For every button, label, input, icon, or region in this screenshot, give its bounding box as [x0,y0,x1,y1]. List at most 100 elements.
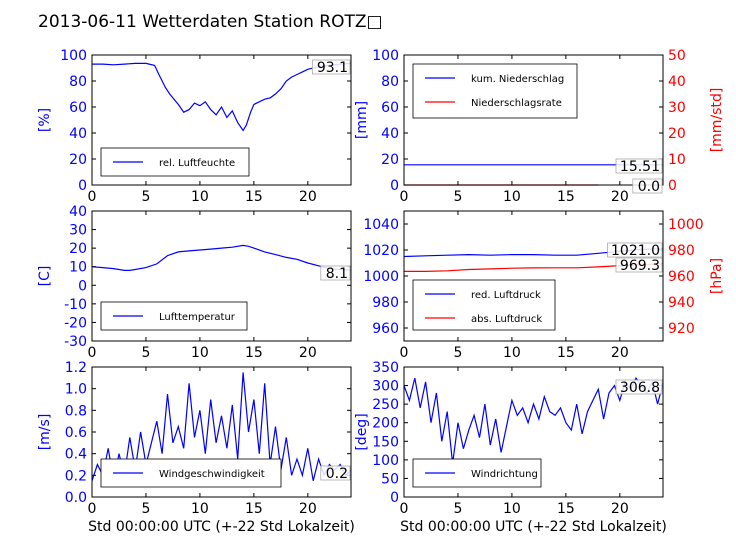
y-tick-label: 20 [69,152,87,168]
plot-frame [91,210,352,342]
y-tick-label: 100 [372,48,399,64]
current-value-label: 8.1 [326,266,348,282]
x-tick-label: 15 [557,501,575,517]
y-axis-label: [m/s] [37,414,53,451]
legend-entry: Windgeschwindigkeit [159,469,265,480]
y-tick-label: 1.2 [65,360,87,376]
legend-box [412,279,556,331]
x-tick-label: 15 [557,189,575,205]
y-tick-label: 250 [372,397,399,413]
y-axis-label: [mm] [354,101,370,139]
value-box [320,465,351,481]
y-tick-label-right: 960 [668,269,695,285]
x-tick-label: 20 [299,501,317,517]
y-tick-label: 1000 [363,269,399,285]
y-axis-label: [%] [37,108,53,132]
panel-temperature: 0 5 10 15 20 -30 -20 -10 0 10 20 30 40 [C] Lufttempera… [37,204,352,361]
plot-frame [91,54,352,186]
current-value-label: 1021.0 [611,243,660,259]
plot-frame [403,366,664,498]
x-tick-label: 15 [245,501,263,517]
y-tick-label: -10 [64,297,87,313]
y-tick-label: 20 [381,152,399,168]
panel-precipitation: 0 5 10 15 20 0 20 40 60 80 100 0 10 20 30 40 50 [mm] [mm/s… [354,48,725,205]
value-box [320,265,351,281]
legend-entry: red. Luftdruck [471,290,541,301]
y-tick-label-right: 920 [668,321,695,337]
y-tick-label-right: 940 [668,295,695,311]
y-tick-label: 1020 [363,243,399,259]
y-tick-label-right: 20 [668,126,686,142]
y-tick-label: 20 [69,241,87,257]
x-tick-label: 10 [191,189,209,205]
x-tick-label: 0 [88,345,97,361]
x-axis-label: Std 00:00:00 UTC (+-22 Std Lokalzeit) [400,519,667,535]
x-tick-label: 0 [400,189,409,205]
y-tick-label: 0 [390,490,399,506]
y-tick-label: 40 [69,126,87,142]
y-tick-label: 0 [78,278,87,294]
x-tick-label: 10 [503,501,521,517]
x-tick-label: 20 [611,501,629,517]
current-value-label: 306.8 [620,380,660,396]
x-tick-label: 10 [503,345,521,361]
panel-pressure: 0 5 10 15 20 960 980 1000 1020 1040 920 940 960 980 10… [363,210,725,361]
y-tick-label: 10 [69,260,87,276]
y-tick-label: 1040 [363,217,399,233]
x-tick-label: 10 [191,501,209,517]
y-tick-label: -30 [64,334,87,350]
x-tick-label: 10 [191,345,209,361]
plot-frame [403,54,664,186]
current-value-label: 0.0 [638,179,660,195]
y-tick-label: 0 [78,178,87,194]
legend-entry: Niederschlagsrate [471,98,562,109]
y-tick-label: 0.0 [65,490,87,506]
x-tick-label: 0 [88,189,97,205]
y-tick-label: 300 [372,379,399,395]
y-tick-label-right: 30 [668,100,686,116]
panel-wind-speed: 0 5 10 15 20 0.0 0.2 0.4 0.6 0.8 1.0 1.2 [m/s] Std 00… [37,360,355,535]
legend-entry: rel. Luftfeuchte [159,158,235,169]
x-tick-label: 20 [611,345,629,361]
y-tick-label: -20 [64,315,87,331]
y-tick-label: 1.0 [65,382,87,398]
y-tick-label: 350 [372,360,399,376]
x-tick-label: 20 [299,189,317,205]
y-axis-label-right: [mm/std] [709,88,725,153]
x-tick-label: 5 [453,501,462,517]
current-value-label: 93.1 [317,60,348,76]
legend-entry: kum. Niederschlag [471,74,564,85]
legend-box [412,63,578,119]
series-line-0 [403,376,664,464]
y-tick-label: 150 [372,434,399,450]
x-tick-label: 10 [503,189,521,205]
x-tick-label: 0 [400,501,409,517]
x-tick-label: 20 [611,189,629,205]
y-tick-label: 0.4 [65,447,87,463]
y-tick-label-right: 1000 [668,217,704,233]
y-tick-label: 0.8 [65,403,87,419]
series-line-0 [92,62,352,132]
panel-humidity: 0 5 10 15 20 0 20 40 60 80 100 [%] rel. Luftfeuchte 9… [37,48,352,205]
x-tick-label: 0 [400,345,409,361]
y-tick-label: 0.2 [65,468,87,484]
y-axis-label: [deg] [354,413,370,450]
y-tick-label-right: 10 [668,152,686,168]
value-box [311,59,351,75]
x-tick-label: 5 [141,345,150,361]
value-box [615,158,663,174]
y-tick-label: 100 [372,453,399,469]
y-tick-label: 40 [381,126,399,142]
y-tick-label: 200 [372,416,399,432]
x-tick-label: 15 [245,345,263,361]
y-tick-label: 0.6 [65,425,87,441]
legend-entry: Windrichtung [471,469,538,480]
figure-title: 2013-06-11 Wetterdaten Station ROTZ□ [38,12,383,32]
y-tick-label: 80 [381,74,399,90]
x-tick-label: 5 [453,345,462,361]
x-tick-label: 15 [245,189,263,205]
current-value-label: 15.51 [620,159,660,175]
y-tick-label-right: 40 [668,74,686,90]
current-value-label: 969.3 [620,258,660,274]
